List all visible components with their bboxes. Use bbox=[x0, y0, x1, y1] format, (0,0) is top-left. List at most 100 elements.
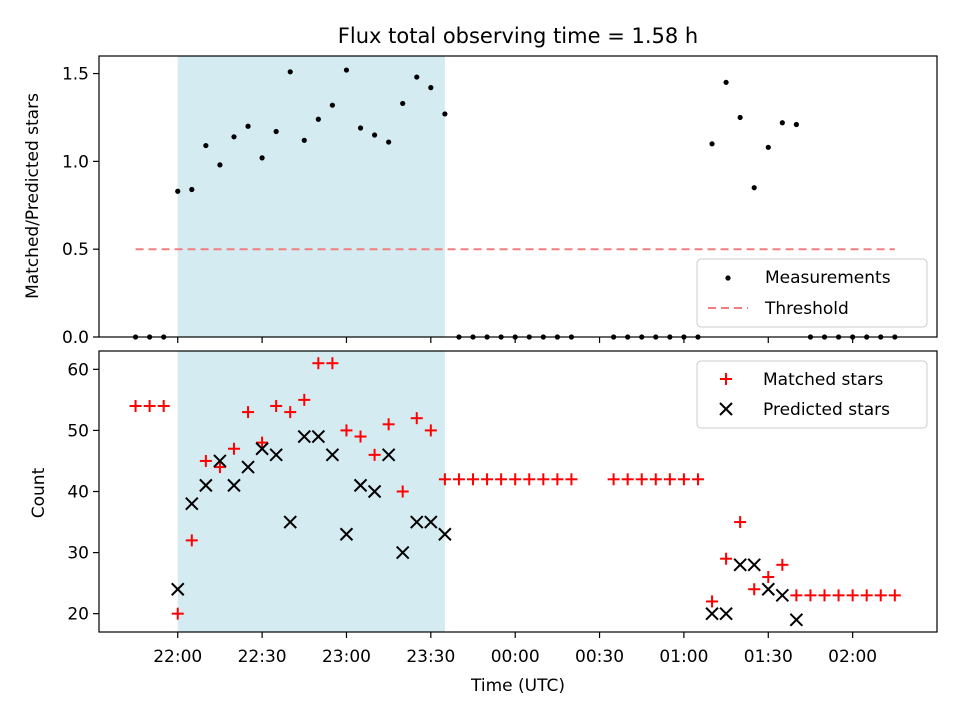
bottom-x-tick-label: 22:00 bbox=[153, 647, 202, 667]
measurement-point bbox=[414, 74, 420, 80]
bottom-legend-box bbox=[696, 360, 928, 429]
measurement-point bbox=[371, 132, 378, 138]
measurement-point bbox=[315, 116, 321, 122]
measurement-point bbox=[793, 121, 799, 128]
matched-star-point bbox=[621, 473, 634, 486]
matched-star-point bbox=[635, 473, 648, 486]
measurement-point bbox=[723, 79, 729, 85]
top-ticks: 0.0 0.5 1.0 1.5 bbox=[62, 65, 854, 348]
matched-star-point bbox=[888, 589, 901, 602]
predicted-star-point bbox=[747, 558, 761, 572]
measurement-point bbox=[217, 162, 223, 168]
matched-star-point bbox=[227, 442, 240, 455]
matched-star-point bbox=[256, 436, 269, 449]
predicted-star-point bbox=[311, 429, 326, 444]
matched-star-point bbox=[663, 473, 676, 486]
matched-star-point bbox=[509, 473, 522, 486]
predicted-star-point bbox=[255, 442, 269, 456]
matched-star-point bbox=[396, 485, 409, 498]
measurement-point bbox=[765, 144, 771, 150]
matched-star-point bbox=[312, 357, 325, 370]
predicted-star-point bbox=[297, 429, 311, 444]
measurement-point bbox=[301, 137, 307, 143]
matched-star-point bbox=[776, 558, 789, 571]
matched-star-point bbox=[410, 412, 423, 425]
matched-star-point bbox=[720, 552, 733, 565]
matched-star-point bbox=[438, 473, 451, 486]
measurement-point bbox=[709, 141, 715, 147]
legend-label-matched: Matched stars bbox=[763, 370, 883, 390]
matched-star-point bbox=[551, 473, 564, 486]
matched-star-point bbox=[691, 473, 704, 486]
measurement-point bbox=[189, 186, 195, 193]
measurement-point bbox=[779, 120, 785, 126]
measurement-point bbox=[259, 155, 265, 161]
matched-star-point bbox=[565, 473, 578, 486]
predicted-star-point bbox=[283, 515, 297, 529]
predicted-star-point bbox=[227, 478, 241, 493]
matched-star-point bbox=[537, 473, 550, 486]
legend-marker-measurements bbox=[725, 275, 731, 281]
predicted-star-point bbox=[424, 515, 438, 529]
matched-star-point bbox=[171, 607, 184, 620]
matched-star-point bbox=[832, 589, 845, 602]
measurement-point bbox=[442, 111, 448, 117]
predicted-star-point bbox=[705, 606, 719, 621]
bottom-x-tick-label: 22:30 bbox=[238, 647, 287, 667]
matched-star-point bbox=[523, 473, 536, 486]
matched-star-point bbox=[734, 516, 747, 529]
matched-star-point bbox=[607, 473, 620, 486]
predicted-star-point bbox=[269, 448, 283, 462]
predicted-star-point bbox=[381, 448, 396, 462]
predicted-star-point bbox=[733, 558, 747, 572]
legend-label-measurements: Measurements bbox=[765, 268, 891, 288]
legend-label-predicted: Predicted stars bbox=[763, 400, 890, 420]
matched-star-point bbox=[846, 589, 859, 602]
bottom-x-tick-label: 01:30 bbox=[744, 647, 793, 667]
matched-star-point bbox=[213, 461, 226, 474]
bottom-x-tick-label: 00:00 bbox=[491, 647, 540, 667]
top-y-tick-label: 0.5 bbox=[62, 240, 89, 260]
matched-star-point bbox=[748, 583, 761, 596]
bottom-plot-frame bbox=[98, 350, 938, 633]
measurement-point bbox=[428, 85, 434, 91]
bottom-x-tick-label: 02:00 bbox=[828, 647, 877, 667]
bottom-ticks: 20 30 40 50 60 22:00 22:30 23:00 23:30 00:00 00:30… bbox=[67, 360, 877, 667]
bottom-y-tick-label: 50 bbox=[67, 421, 89, 441]
matched-star-point bbox=[354, 430, 367, 443]
bottom-y-tick-label: 20 bbox=[67, 605, 89, 625]
matched-star-point bbox=[481, 473, 494, 486]
measurement-point bbox=[751, 185, 757, 191]
top-y-tick-label: 1.0 bbox=[62, 152, 89, 172]
bottom-y-axis-label: Count bbox=[29, 467, 49, 518]
top-y-axis-label: Matched/Predicted stars bbox=[23, 93, 43, 299]
predicted-star-point bbox=[367, 484, 382, 499]
measurement-point bbox=[231, 134, 237, 140]
predicted-star-point bbox=[325, 448, 340, 462]
matched-star-point bbox=[424, 424, 437, 437]
measurement-point bbox=[203, 142, 209, 149]
predicted-star-point bbox=[410, 515, 424, 529]
bottom-y-tick-label: 60 bbox=[67, 360, 89, 380]
matched-star-point bbox=[467, 473, 480, 486]
matched-star-point bbox=[284, 406, 297, 419]
matched-star-point bbox=[495, 473, 508, 486]
measurement-point bbox=[737, 114, 743, 121]
legend-marker-predicted bbox=[719, 402, 733, 416]
predicted-star-point bbox=[185, 497, 199, 511]
bottom-legend: Matched stars Predicted stars bbox=[696, 360, 928, 429]
bottom-y-tick-label: 40 bbox=[67, 483, 89, 503]
predicted-star-point bbox=[775, 588, 790, 603]
measurement-point bbox=[343, 67, 350, 73]
matched-star-point bbox=[649, 473, 662, 486]
matched-star-point bbox=[199, 454, 212, 467]
measurement-point bbox=[400, 100, 406, 107]
measurement-point bbox=[287, 69, 293, 75]
bottom-y-tick-label: 30 bbox=[67, 544, 89, 564]
chart-title: Flux total observing time = 1.58 h bbox=[338, 24, 698, 48]
x-axis-label: Time (UTC) bbox=[470, 676, 565, 696]
bottom-x-tick-label: 01:00 bbox=[659, 647, 708, 667]
predicted-star-point bbox=[171, 582, 185, 596]
predicted-star-point bbox=[213, 454, 227, 468]
predicted-star-point bbox=[438, 527, 452, 541]
